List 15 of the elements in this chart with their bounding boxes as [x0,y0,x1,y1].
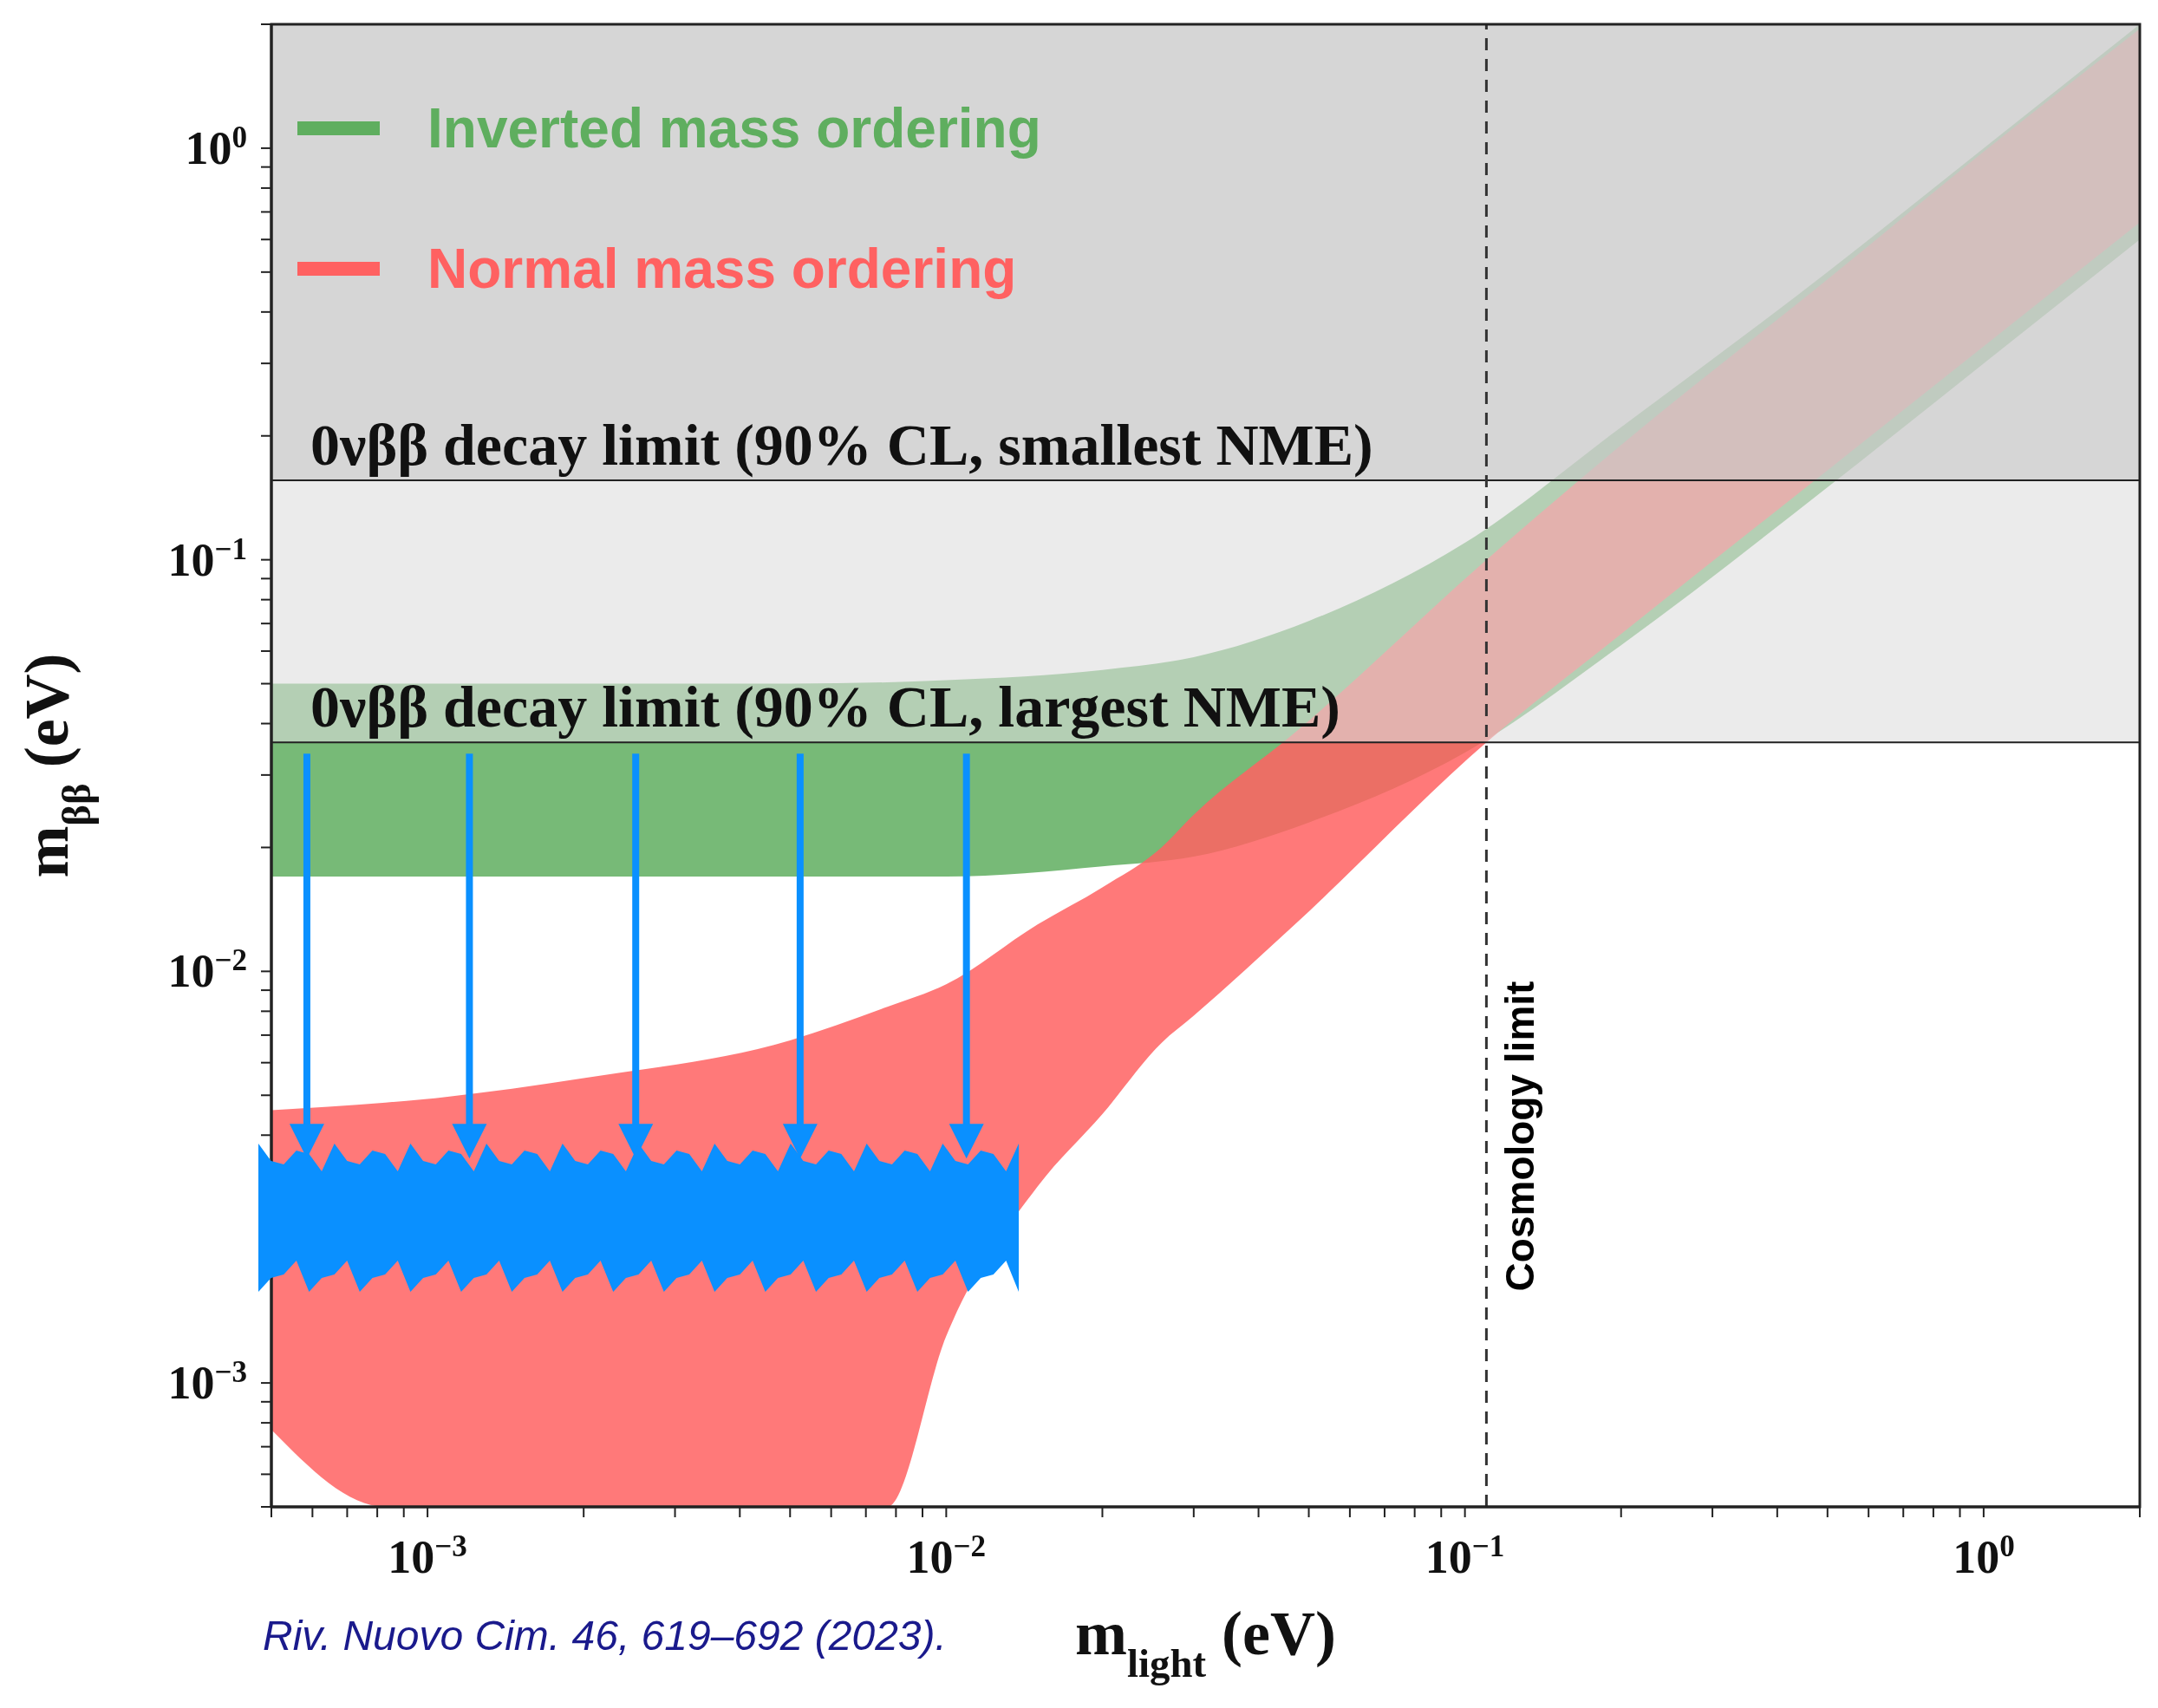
legend-label: Inverted mass ordering [427,97,1041,160]
x-tick-label: 10$^{−3}$ [388,1529,467,1583]
ref-line-label: Cosmology limit [1497,981,1543,1292]
y-tick-label: 10$^{0}$ [185,120,247,174]
text: Riv. Nuovo Cim. 46, 619–692 (2023). [263,1613,947,1659]
y-tick-label: 10$^{−3}$ [167,1354,247,1410]
x-tick-label: 10$^{−2}$ [906,1529,987,1583]
x-axis-title: m$_{light}$ (eV) [1075,1599,1336,1685]
legend-label: Normal mass ordering [427,238,1017,300]
band-label: 0νββ decay limit (90% CL, largest NME) [310,674,1340,740]
x-tick-label: 10$^{−1}$ [1425,1529,1505,1583]
y-tick-label: 10$^{−2}$ [167,942,247,998]
band-label: 0νββ decay limit (90% CL, smallest NME) [310,411,1373,478]
x-tick-label: 10$^{0}$ [1953,1529,2015,1583]
y-tick-label: 10$^{−1}$ [167,531,247,586]
